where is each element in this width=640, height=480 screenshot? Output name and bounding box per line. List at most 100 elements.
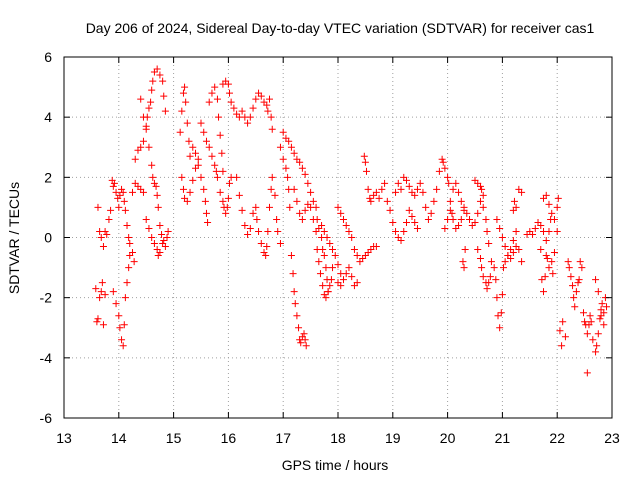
y-tick-label: 6 [44, 49, 52, 65]
data-point [501, 243, 509, 251]
data-point [413, 224, 421, 232]
x-tick-label: 16 [221, 430, 237, 446]
data-point [235, 191, 243, 199]
data-point [592, 276, 600, 284]
data-point [273, 215, 281, 223]
data-point [116, 324, 124, 332]
data-point [208, 152, 216, 160]
data-point [253, 215, 261, 223]
data-point [337, 209, 345, 217]
data-point [238, 206, 246, 214]
data-point [94, 315, 102, 323]
data-point [109, 288, 117, 296]
x-tick-label: 19 [385, 430, 401, 446]
data-point [598, 300, 606, 308]
data-point [512, 227, 520, 235]
data-point [339, 276, 347, 284]
data-point [430, 197, 438, 205]
data-point [312, 227, 320, 235]
data-point [386, 206, 394, 214]
data-point [121, 294, 129, 302]
x-tick-label: 18 [330, 430, 346, 446]
data-point [449, 215, 457, 223]
data-point [103, 230, 111, 238]
data-point [545, 264, 553, 272]
data-point [445, 179, 453, 187]
data-point [287, 252, 295, 260]
data-point [571, 303, 579, 311]
data-point [496, 224, 504, 232]
data-point [249, 104, 257, 112]
data-point [244, 119, 252, 127]
data-point [575, 276, 583, 284]
data-point [123, 221, 131, 229]
data-point [320, 227, 328, 235]
data-point [246, 224, 254, 232]
data-point [326, 240, 334, 248]
data-point [215, 113, 223, 121]
data-point [118, 336, 126, 344]
data-point [441, 164, 449, 172]
data-point [218, 149, 226, 157]
data-point [194, 155, 202, 163]
data-point [439, 158, 447, 166]
data-point [219, 167, 227, 175]
data-point [515, 246, 523, 254]
data-point [569, 282, 577, 290]
data-point [213, 173, 221, 181]
x-tick-label: 20 [440, 430, 456, 446]
chart-title: Day 206 of 2024, Sidereal Day-to-day VTE… [86, 20, 595, 36]
data-point [586, 312, 594, 320]
x-tick-label: 21 [495, 430, 511, 446]
data-point [112, 188, 120, 196]
x-tick-label: 15 [166, 430, 182, 446]
data-point [252, 203, 260, 211]
data-point [107, 206, 115, 214]
data-point [583, 369, 591, 377]
data-point [160, 92, 168, 100]
data-point [150, 179, 158, 187]
data-point [223, 203, 231, 211]
data-point [360, 152, 368, 160]
data-point [125, 234, 133, 241]
y-tick-label: -6 [40, 410, 53, 426]
data-point [490, 264, 498, 272]
data-point [482, 215, 490, 223]
data-point [362, 167, 370, 175]
data-point [178, 107, 186, 115]
data-point [578, 264, 586, 272]
data-point [153, 65, 161, 73]
x-tick-labels: 13 14 15 16 17 18 19 20 21 22 23 [56, 430, 620, 446]
data-point [189, 176, 197, 184]
data-point [230, 104, 238, 112]
data-point [361, 158, 369, 166]
data-point [257, 240, 265, 248]
data-point [394, 179, 402, 187]
data-point [372, 243, 380, 251]
data-point [593, 342, 601, 350]
data-point [164, 227, 172, 235]
data-point [296, 158, 304, 166]
x-tick-label: 23 [604, 430, 620, 446]
data-point [326, 282, 334, 290]
data-point [444, 173, 452, 181]
data-point [279, 155, 287, 163]
data-point [448, 209, 456, 217]
data-point [137, 143, 145, 151]
data-point [509, 237, 517, 245]
data-point [290, 149, 298, 157]
data-point [372, 188, 380, 196]
data-point [241, 221, 249, 229]
data-point [353, 252, 361, 260]
data-point [499, 264, 507, 272]
data-point [176, 128, 184, 136]
x-tick-label: 22 [549, 430, 565, 446]
data-point [268, 173, 276, 181]
data-point [284, 173, 292, 181]
data-point [295, 324, 303, 332]
data-point [192, 149, 200, 157]
data-point [378, 185, 386, 193]
data-point [452, 179, 460, 187]
